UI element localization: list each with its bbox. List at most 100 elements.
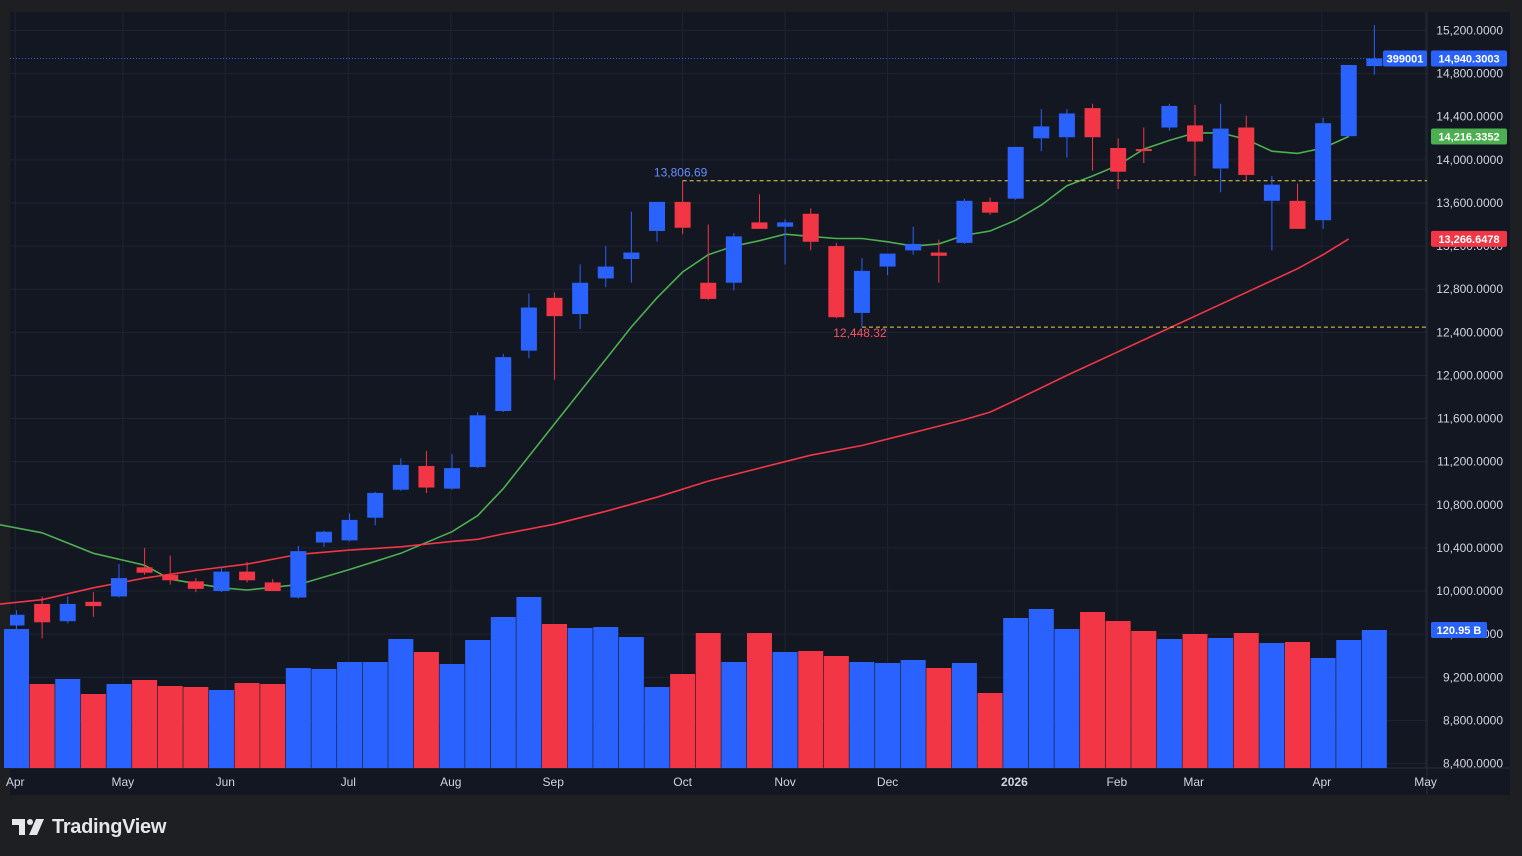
volume-bar: [823, 656, 849, 768]
volume-bar: [875, 663, 901, 768]
ma-value-badge-text: 14,216.3352: [1438, 132, 1499, 144]
candle-body: [239, 571, 256, 581]
candle-body: [290, 551, 307, 598]
candle-body: [1212, 128, 1229, 169]
brand-logo[interactable]: TradingView: [12, 813, 166, 841]
volume-bar: [362, 662, 388, 768]
volume-bar: [388, 639, 414, 768]
volume-bar: [644, 687, 670, 768]
candle-body: [777, 222, 794, 227]
candle-body: [315, 531, 332, 543]
time-tick-label: Apr: [1312, 775, 1331, 789]
candle-body: [1366, 58, 1383, 67]
volume-bar: [1208, 638, 1234, 768]
candles: [10, 25, 1383, 639]
candle-body: [1263, 184, 1280, 201]
time-tick-label: 2026: [1001, 775, 1028, 789]
countdown-badge-text: 399001: [1387, 53, 1424, 65]
price-tick-label: 11,600.0000: [1437, 412, 1503, 426]
candle-body: [700, 282, 717, 299]
candle-body: [982, 201, 999, 213]
volume-bar: [4, 629, 29, 768]
candle-body: [1289, 200, 1306, 229]
candle-body: [495, 357, 512, 412]
price-tick-label: 14,800.0000: [1436, 67, 1503, 81]
candle-body: [956, 200, 973, 243]
time-axis[interactable]: Apr May Jun Jul Aug Sep Oct Nov Dec 2026 Feb Mar Apr…: [6, 775, 1437, 789]
volume-bar: [1080, 612, 1106, 768]
volume-bar: [746, 633, 772, 768]
volume-bar: [1259, 643, 1285, 768]
candle-body: [213, 571, 230, 592]
candle-body: [187, 581, 204, 589]
volume-bar: [337, 662, 363, 768]
volume-bar: [80, 694, 106, 768]
price-tick-label: 10,000.0000: [1436, 584, 1503, 598]
volume-bar: [1310, 658, 1336, 768]
candle-body: [85, 601, 102, 607]
price-tick-label: 14,400.0000: [1436, 110, 1503, 124]
candle-body: [879, 253, 896, 267]
volume-bars: [4, 597, 1387, 768]
candle-body: [1110, 147, 1127, 172]
candle-body: [828, 246, 845, 318]
volume-bar: [1054, 629, 1080, 768]
price-tick-label: 8,800.0000: [1443, 713, 1503, 727]
candle-body: [649, 201, 665, 231]
tradingview-logo-icon: [12, 819, 44, 835]
volume-bar: [516, 597, 542, 768]
volume-bar: [1131, 631, 1157, 768]
candle-body: [59, 603, 76, 622]
candle-body: [341, 519, 358, 541]
volume-bar: [413, 652, 439, 768]
price-tick-label: 11,200.0000: [1437, 455, 1503, 469]
countdown-badge-bg: [1383, 50, 1427, 67]
price-tick-label: 15,200.0000: [1436, 24, 1503, 38]
time-tick-label: May: [1414, 775, 1437, 789]
time-tick-label: Oct: [673, 775, 692, 789]
volume-bar: [1336, 640, 1362, 768]
price-tick-label: 9,200.0000: [1443, 670, 1503, 684]
candle-body: [751, 222, 768, 229]
volume-bar: [1156, 639, 1182, 768]
volume-bar: [951, 663, 977, 768]
volume-bar: [695, 633, 721, 768]
price-tick-label: 12,800.0000: [1436, 282, 1503, 296]
candle-body: [1187, 125, 1204, 142]
candle-body: [623, 252, 640, 260]
price-tick-label: 12,400.0000: [1436, 325, 1503, 339]
current-price-badge: 14,940.3003: [1431, 50, 1507, 67]
time-tick-label: Dec: [877, 775, 898, 789]
volume-bar: [567, 628, 593, 768]
candle-body: [905, 243, 922, 251]
level-lines: 13,806.69 12,448.32: [10, 57, 1427, 340]
candle-body: [469, 415, 486, 468]
volume-bar: [260, 684, 286, 768]
candle-body: [110, 578, 127, 597]
volume-bar: [849, 662, 875, 768]
candle-body: [392, 464, 409, 490]
price-tick-label: 10,400.0000: [1436, 541, 1503, 555]
volume-bar: [1361, 630, 1387, 768]
candle-body: [162, 574, 179, 581]
volume-badge-text: 120.95 B: [1437, 625, 1482, 637]
time-tick-label: Nov: [774, 775, 795, 789]
candle-body: [572, 282, 589, 314]
volume-bar: [1028, 609, 1054, 768]
candle-body: [674, 201, 691, 228]
candle-body: [1007, 146, 1024, 199]
candle-body: [520, 307, 537, 351]
volume-bar: [490, 617, 516, 768]
candle-body: [546, 297, 563, 317]
time-tick-label: Sep: [543, 775, 565, 789]
volume-bar: [208, 690, 234, 768]
volume-bar: [29, 684, 55, 768]
volume-bar: [106, 684, 132, 768]
price-tick-label: 10,800.0000: [1436, 498, 1503, 512]
volume-bar: [900, 660, 926, 768]
ma-value-badge: 13,266.6478: [1431, 230, 1507, 247]
current-price-badge-bg: [1431, 50, 1507, 67]
candle-body: [1161, 105, 1178, 128]
